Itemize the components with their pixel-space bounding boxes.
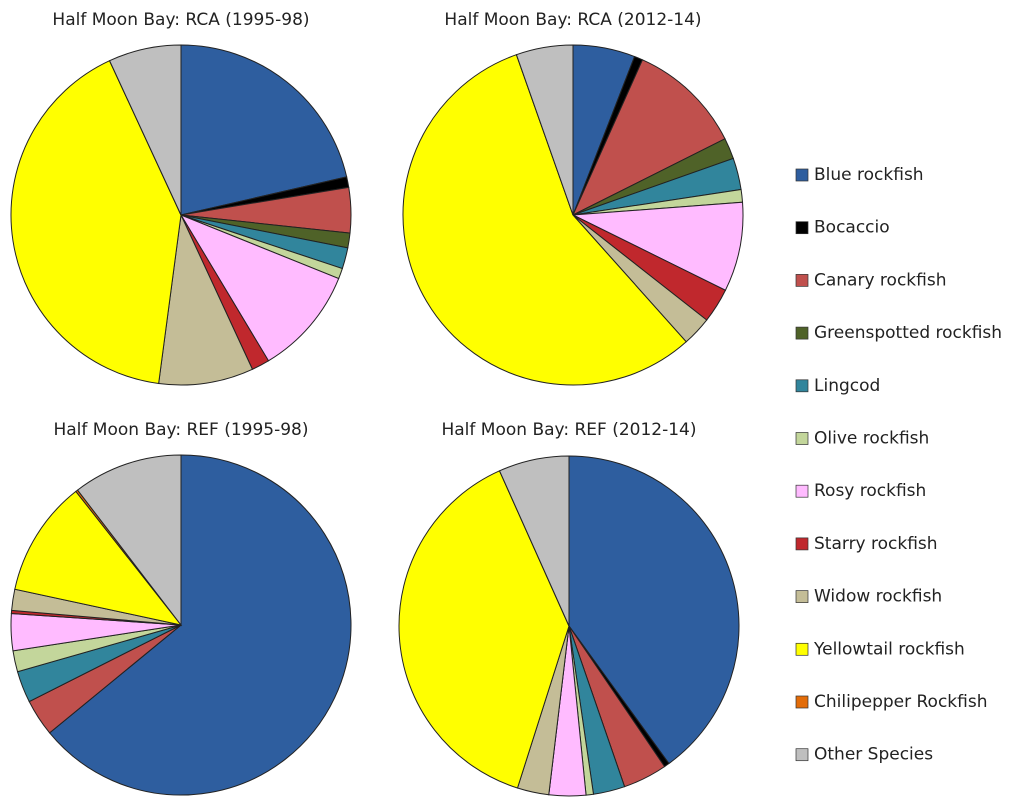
pie-slice <box>568 455 740 765</box>
pie-slice <box>498 455 570 627</box>
legend-swatch <box>795 748 809 762</box>
legend-label: Chilipepper Rockfish <box>814 692 987 712</box>
pie-slice <box>48 454 352 796</box>
chart-title: Half Moon Bay: RCA (2012-14) <box>444 10 701 30</box>
legend-swatch <box>795 326 809 340</box>
pie-slice <box>179 213 340 362</box>
legend-label: Bocaccio <box>814 218 890 238</box>
legend-swatch <box>795 537 809 551</box>
legend-label: Canary rockfish <box>814 270 946 290</box>
chart-title: Half Moon Bay: REF (1995-98) <box>53 420 308 440</box>
legend-label: Other Species <box>814 745 933 765</box>
legend-swatch <box>795 642 809 656</box>
legend-label: Widow rockfish <box>814 587 942 607</box>
pie-slice <box>14 490 183 626</box>
pie-slice <box>158 213 254 386</box>
legend-swatch <box>795 379 809 393</box>
legend-label: Yellowtail rockfish <box>813 639 965 659</box>
legend-swatch <box>795 695 809 709</box>
pie-slice <box>76 454 182 627</box>
legend-swatch <box>795 484 809 498</box>
pie-slice <box>571 201 744 291</box>
legend-swatch <box>795 221 809 235</box>
legend-swatch <box>795 274 809 287</box>
pie-slice <box>402 54 687 386</box>
pie-slice <box>571 59 726 217</box>
pie-slice <box>108 44 182 216</box>
legend-label: Starry rockfish <box>814 534 938 554</box>
legend-label: Blue rockfish <box>814 165 924 185</box>
legend-label: Rosy rockfish <box>814 481 926 501</box>
pie-slice <box>515 44 574 216</box>
pie-slice <box>10 60 182 385</box>
legend-label: Lingcod <box>814 376 880 396</box>
chart-title: Half Moon Bay: REF (2012-14) <box>441 420 696 440</box>
legend-label: Greenspotted rockfish <box>814 323 1002 343</box>
chart-title: Half Moon Bay: RCA (1995-98) <box>52 10 309 30</box>
legend-swatch <box>795 590 809 603</box>
legend-swatch <box>795 432 809 445</box>
pie-slice <box>180 44 348 216</box>
legend-swatch <box>795 168 809 182</box>
pie-slice <box>398 470 570 789</box>
legend-label: Olive rockfish <box>814 429 929 449</box>
